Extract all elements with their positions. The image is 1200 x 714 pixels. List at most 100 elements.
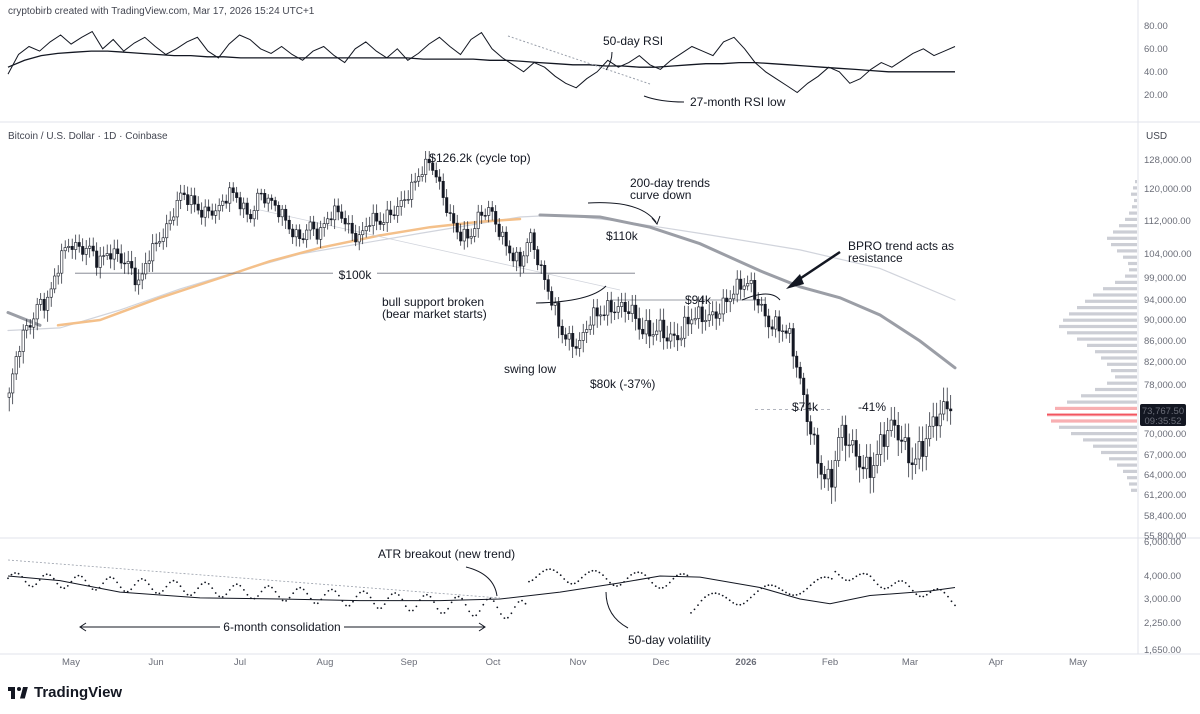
- atr-dot: [306, 592, 309, 595]
- candle-body: [644, 320, 648, 335]
- candle-body: [620, 301, 624, 307]
- candle-body: [721, 297, 725, 315]
- candle-body: [767, 315, 771, 328]
- candle-body: [480, 211, 484, 216]
- atr-tick-label: 4,000.00: [1144, 571, 1181, 582]
- atr-dot: [373, 602, 375, 605]
- volume-profile-bar: [1107, 236, 1137, 240]
- atr-dot: [183, 590, 185, 592]
- atr-dot: [830, 577, 833, 580]
- atr-dotted-trendline: [7, 559, 501, 599]
- atr-dot: [295, 588, 298, 591]
- price-tick-label: 55,800.00: [1144, 531, 1186, 542]
- volume-profile-bar: [1069, 312, 1137, 316]
- atr-dot: [426, 593, 428, 596]
- time-tick-label: Sep: [401, 657, 418, 668]
- rsi-trend-line: [7, 50, 955, 73]
- atr-dot: [887, 586, 889, 589]
- candle-body: [315, 228, 319, 240]
- atr-dot: [679, 573, 682, 575]
- atr-dot: [105, 578, 108, 580]
- candle-body: [511, 252, 515, 262]
- price-tick-label: 78,000.00: [1144, 380, 1186, 391]
- candle-body: [816, 434, 820, 464]
- atr-dot: [848, 579, 851, 582]
- candle-body: [427, 158, 431, 164]
- candle-body: [504, 231, 508, 247]
- candle-body: [725, 297, 729, 303]
- rsi-tick-label: 20.00: [1144, 90, 1168, 101]
- candle-body: [133, 267, 137, 286]
- candle-body: [921, 441, 925, 457]
- candle-body: [872, 465, 876, 478]
- atr-dot: [676, 574, 678, 577]
- atr-dot: [683, 573, 685, 575]
- candle-body: [550, 291, 554, 306]
- volume-profile-bar: [1095, 350, 1137, 354]
- candle-body: [175, 200, 179, 218]
- price-tick-label: 94,000.00: [1144, 295, 1186, 306]
- atr-dot: [503, 617, 506, 619]
- candle-body: [613, 311, 617, 314]
- candle-body: [900, 439, 904, 442]
- candle-body: [826, 468, 830, 480]
- atr-dot: [918, 595, 921, 598]
- candle-body: [886, 430, 890, 447]
- atr-dot: [390, 593, 393, 596]
- atr-dot: [545, 568, 548, 571]
- candle-body: [445, 197, 449, 213]
- atr-dot: [369, 596, 372, 599]
- atr-dot: [524, 602, 527, 605]
- atr-dot: [468, 610, 471, 613]
- candle-body: [858, 455, 862, 468]
- diagonal-trendline: [259, 209, 621, 291]
- time-tick-label: Jul: [234, 657, 246, 668]
- atr-dot: [718, 593, 720, 595]
- atr-breakout-arrow: [465, 566, 498, 597]
- atr-dot: [348, 604, 351, 607]
- candle-body: [340, 211, 344, 219]
- candle-body: [641, 328, 645, 335]
- candle-body: [144, 263, 148, 275]
- atr-dot: [14, 572, 16, 574]
- volume-profile-bar: [1131, 488, 1137, 492]
- candle-body: [371, 212, 375, 226]
- atr-dot: [816, 578, 819, 581]
- atr-dot: [81, 575, 83, 578]
- price-tick-label: 61,200.00: [1144, 490, 1186, 501]
- candle-body: [616, 306, 620, 313]
- time-tick-label: Aug: [317, 657, 334, 668]
- atr-dot: [475, 614, 478, 617]
- candle-body: [102, 255, 106, 257]
- candle-body: [319, 227, 323, 240]
- candle-body: [746, 283, 750, 287]
- atr-dot: [461, 597, 463, 600]
- tradingview-logo[interactable]: TradingView: [8, 684, 122, 701]
- atr-dot: [133, 584, 136, 586]
- candle-body: [875, 454, 879, 466]
- atr-dot: [31, 585, 34, 588]
- candle-body: [518, 251, 522, 267]
- atr-dot: [852, 577, 854, 580]
- atr-dot: [947, 595, 949, 598]
- candle-body: [21, 329, 25, 352]
- atr-dot: [531, 579, 534, 582]
- atr-dot: [214, 592, 217, 594]
- atr-dot: [387, 597, 390, 600]
- candle-body: [256, 192, 260, 211]
- ma-orange-line: [56, 217, 522, 327]
- bpro-arrowhead: [786, 274, 804, 289]
- candle-body: [434, 170, 438, 178]
- atr-dot: [429, 595, 432, 598]
- atr-dot: [246, 593, 249, 596]
- candle-body: [88, 245, 92, 249]
- atr-dot: [116, 581, 118, 584]
- candle-body: [763, 303, 767, 317]
- volume-profile-bar: [1085, 299, 1137, 303]
- candle-body: [392, 214, 396, 216]
- atr-dot: [612, 584, 615, 587]
- candle-body: [893, 419, 897, 426]
- symbol-title: Bitcoin / U.S. Dollar · 1D · Coinbase: [8, 131, 168, 142]
- volume-profile-bar: [1127, 476, 1137, 480]
- volume-profile-bar: [1125, 274, 1137, 278]
